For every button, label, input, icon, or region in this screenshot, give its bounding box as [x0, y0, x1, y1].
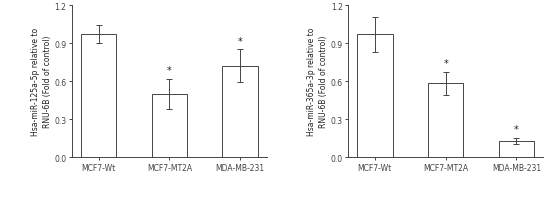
Bar [81, 35, 116, 158]
Y-axis label: Hsa-miR-125a-5p relative to
RNU-6B (Fold of control): Hsa-miR-125a-5p relative to RNU-6B (Fold… [31, 28, 52, 136]
Text: *: * [514, 124, 519, 134]
Bar [428, 84, 463, 158]
Text: *: * [443, 59, 448, 68]
Text: *: * [167, 65, 172, 76]
Text: *: * [238, 37, 243, 46]
Y-axis label: Hsa-miR-365a-3p relative to
RNU-6B (Fold of control): Hsa-miR-365a-3p relative to RNU-6B (Fold… [307, 28, 328, 136]
Bar [499, 141, 534, 158]
Bar [357, 35, 393, 158]
Bar [222, 67, 258, 158]
Bar [152, 95, 187, 158]
